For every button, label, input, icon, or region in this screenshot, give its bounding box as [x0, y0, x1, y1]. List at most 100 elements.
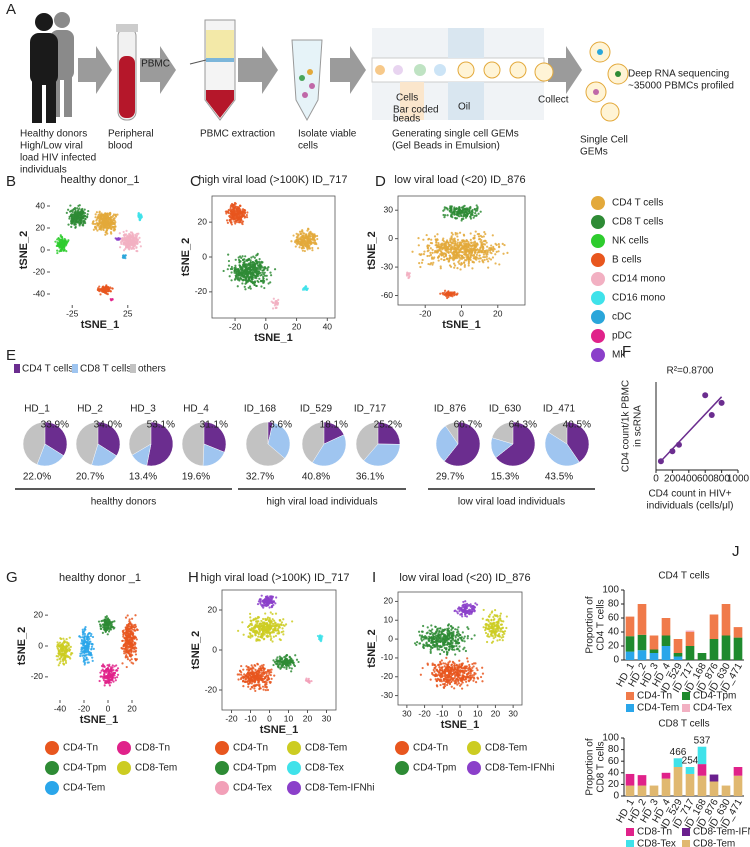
cell-dot [251, 261, 255, 264]
cell-dot [237, 210, 240, 213]
sample-name: ID_717 [354, 404, 387, 415]
cell-dot [273, 268, 277, 271]
cell-dot [233, 207, 236, 210]
cell-dot [271, 307, 275, 310]
cell-dot [305, 236, 308, 240]
cell-dot [448, 682, 452, 686]
cell-dot [283, 656, 286, 659]
pbmc-layer [206, 58, 234, 62]
cell-dot [294, 245, 297, 248]
cell-dot [227, 211, 230, 215]
cell-dot [265, 596, 268, 600]
cell-dot [70, 214, 73, 217]
cell-dot [138, 240, 141, 244]
cell-dot [131, 247, 134, 250]
cell-dot [92, 228, 95, 231]
cell-dot [94, 226, 97, 229]
cell-dot [72, 213, 76, 217]
cell-dot [299, 232, 302, 235]
sample-name: HD_3 [130, 404, 156, 415]
cell-dot [436, 233, 439, 236]
cell-dot [65, 240, 68, 243]
step-label: Generating single cell GEMs [392, 129, 519, 140]
cell-dot [429, 253, 433, 257]
cell-dot [427, 262, 430, 266]
cell-dot [86, 661, 89, 664]
cell-dot [132, 242, 135, 245]
cell-dot [116, 673, 120, 676]
cell-dot [245, 216, 249, 219]
cell-dot [103, 223, 106, 226]
cell-dot [102, 289, 105, 292]
cell-dot [300, 243, 303, 247]
cell-dot [131, 645, 134, 648]
legend-label: CD8-Tem [135, 763, 177, 774]
cell-dot [256, 252, 259, 255]
cell-dot [227, 264, 231, 267]
plot-frame [221, 589, 337, 711]
cell-dot [255, 674, 258, 677]
cell-dot [469, 238, 472, 241]
cell-dot [236, 285, 239, 288]
legend-swatch [591, 234, 605, 248]
cell-dot [130, 242, 133, 245]
cell-dot [80, 638, 83, 642]
cell-dot [109, 669, 113, 673]
cell-dot [281, 627, 284, 630]
plasma [206, 30, 234, 58]
cells [299, 69, 315, 98]
legend-swatch [45, 741, 59, 755]
cell-dot [100, 664, 104, 668]
x-tick-label: 0 [653, 474, 659, 485]
cell-dot [88, 631, 91, 635]
cell-dot [124, 626, 127, 629]
cell-dot [245, 213, 248, 217]
cell-dot [305, 288, 308, 291]
cell-dot [475, 667, 478, 670]
cell-dot [460, 214, 463, 217]
y-tick-label: 0 [212, 644, 217, 654]
cell-dot [234, 222, 237, 225]
cell-dot [246, 211, 249, 214]
cell-dot [248, 669, 251, 672]
cell-dot [86, 215, 89, 218]
x-axis-label: tSNE_1 [254, 332, 293, 344]
cell-dot [125, 638, 128, 641]
cell-dot [483, 239, 487, 242]
legend-swatch [45, 761, 59, 775]
cell-dot [477, 235, 481, 238]
cell-dot [250, 664, 253, 667]
cell-dot [78, 204, 81, 207]
cell-dot [469, 215, 472, 219]
cell-dot [98, 211, 101, 214]
cell-dot [137, 232, 140, 235]
cell-dot [126, 658, 130, 661]
cell-dot [449, 205, 452, 208]
cell-dot [265, 674, 268, 677]
panel-letter: A [6, 1, 16, 18]
cell-dot [236, 673, 239, 676]
cell-dot [104, 233, 107, 236]
cell-dot [132, 240, 135, 243]
cell-dot [255, 620, 259, 623]
cell-dot [432, 257, 435, 260]
cell-dot [469, 232, 472, 235]
y-tick-label: -30 [381, 261, 394, 271]
legend-label: CD8-Tem-IFNhi [305, 783, 374, 794]
point [675, 441, 682, 448]
value-label: 40.8% [302, 472, 330, 483]
cell-dot [265, 602, 269, 606]
cell-dot [260, 667, 263, 670]
cell-dot [67, 239, 70, 242]
cell-dot [309, 231, 312, 235]
cell-dot [498, 263, 501, 266]
cell-dot [125, 241, 129, 244]
x-tick-label: 40 [323, 321, 333, 331]
cell-dot [244, 270, 247, 274]
cell-dot [253, 276, 257, 279]
y-tick-label: -20 [31, 671, 44, 681]
cell-dot [255, 638, 258, 641]
cell-dot [429, 247, 432, 250]
cell-dot [319, 640, 323, 643]
cell-dot [458, 208, 461, 211]
